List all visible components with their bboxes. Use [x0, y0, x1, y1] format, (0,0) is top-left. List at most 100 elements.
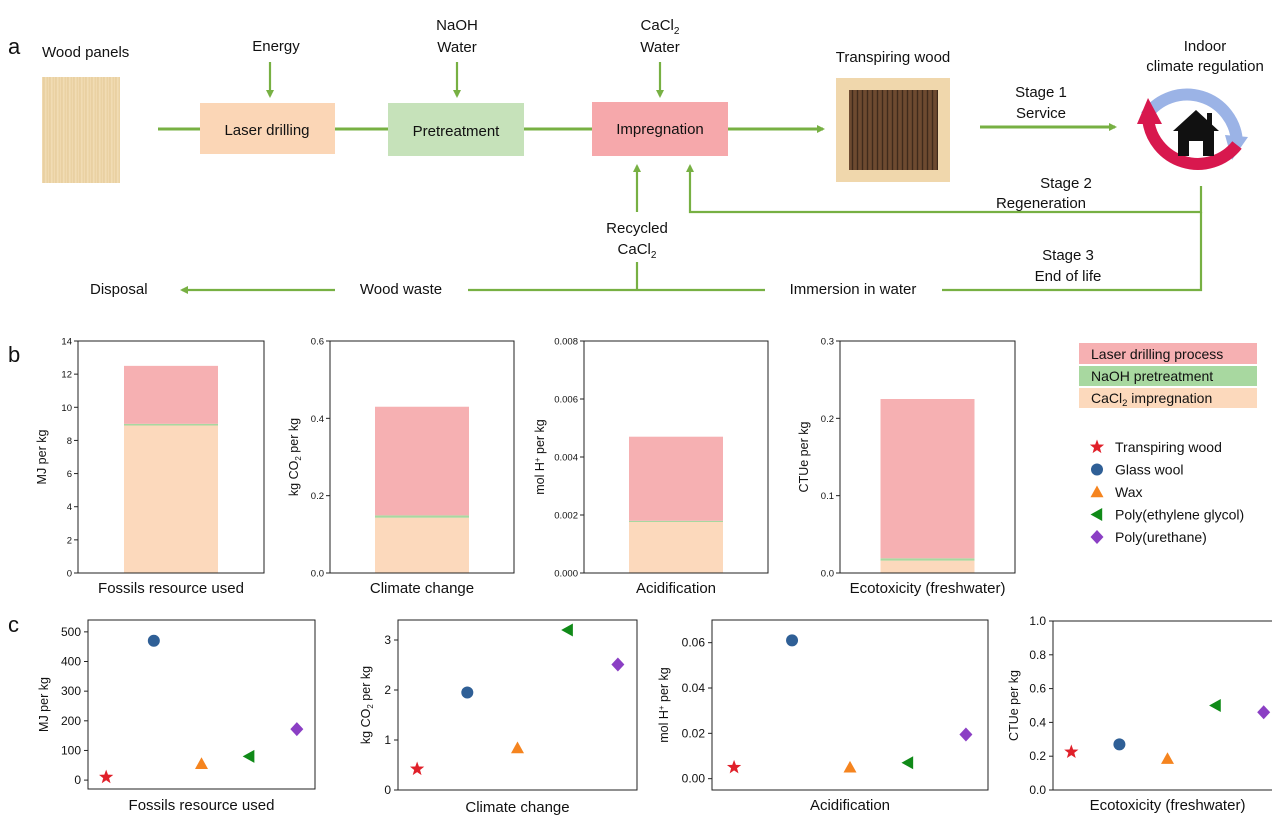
panel-a: a Wood panels Laser drilling Pretre — [8, 17, 1264, 298]
bar-cacl2 — [375, 517, 469, 573]
legend-naoh-label: NaOH pretreatment — [1091, 368, 1213, 384]
bar-chart-3: 0.000 0.002 0.004 0.006 0.008 Acidification mo… — [533, 337, 769, 597]
plot-frame — [1052, 620, 1272, 791]
legend-entry-label: Wax — [1115, 484, 1142, 500]
y-tick-label: 0.6 — [1029, 682, 1046, 696]
point-triangle-left — [901, 756, 914, 770]
panel-b: b 0 2 4 6 8 10 12 14 Fossils resource used MJ per… — [8, 337, 1257, 597]
y-tick-label: 0 — [67, 569, 72, 580]
scatter-chart-3: 0.00 0.02 0.04 0.06 Acidification mol H+ per … — [657, 619, 989, 814]
bar-laser — [375, 406, 469, 516]
legend-entry-label: Transpiring wood — [1115, 439, 1222, 455]
laser-drilling-label: Laser drilling — [224, 122, 309, 139]
point-diamond — [290, 722, 304, 737]
panel-label-c: c — [8, 612, 19, 637]
immersion-label: Immersion in water — [790, 281, 917, 298]
main-flow-arrows — [158, 62, 1203, 294]
y-tick-label: 0.004 — [554, 453, 578, 464]
bar-naoh — [375, 515, 469, 518]
disposal-label: Disposal — [90, 281, 148, 298]
category-label: Climate change — [370, 580, 474, 597]
category-label: Fossils resource used — [129, 797, 275, 814]
bar-naoh — [124, 423, 218, 426]
bar-laser — [629, 436, 723, 521]
recycled-cacl2-label: CaCl2 — [618, 241, 657, 261]
y-tick-label: 0.0 — [311, 569, 324, 580]
y-tick-label: 14 — [61, 337, 72, 348]
legend-entry-label: Glass wool — [1115, 462, 1183, 478]
y-axis-label: MJ per kg — [35, 430, 49, 485]
point-triangle-up — [195, 757, 208, 769]
point-diamond — [1257, 705, 1271, 720]
point-circle — [461, 686, 474, 699]
y-tick-label: 0.008 — [554, 337, 578, 348]
point-star — [409, 761, 425, 776]
plot-frame — [87, 619, 316, 790]
y-axis-label: mol H+ per kg — [657, 667, 671, 743]
panel-c: c 0 100 200 300 400 500 Fossils resource used M… — [8, 612, 1272, 816]
point-diamond — [959, 727, 973, 742]
scatter-chart-4: 0.0 0.2 0.4 0.6 0.8 1.0 Ecotoxicity (freshwate… — [1007, 614, 1272, 814]
y-tick-label: 1.0 — [1029, 614, 1046, 628]
y-tick-label: 0.0 — [1029, 783, 1046, 797]
panel-label-b: b — [8, 342, 20, 367]
point-circle — [786, 634, 799, 647]
indoor-label: Indoor — [1184, 38, 1227, 55]
energy-label: Energy — [252, 38, 300, 55]
panel-label-a: a — [8, 34, 21, 59]
naoh-water-label: Water — [437, 39, 476, 56]
y-axis-label: CTUe per kg — [1007, 670, 1021, 741]
y-tick-label: 0.02 — [682, 726, 706, 740]
scatter-chart-1: 0 100 200 300 400 500 Fossils resource used MJ … — [37, 619, 316, 814]
y-axis-label: kg CO2 per kg — [359, 666, 375, 744]
y-tick-label: 0 — [384, 783, 391, 797]
service-label: Service — [1016, 105, 1066, 122]
bar-chart-2: 0.0 0.2 0.4 0.6 Climate change kg CO2 per kg — [287, 337, 515, 597]
legend-cacl2-label: CaCl2 impregnation — [1091, 390, 1212, 409]
y-tick-label: 0.2 — [821, 414, 834, 425]
climate-regulation-icon — [1137, 88, 1248, 170]
y-tick-label: 500 — [61, 625, 81, 639]
y-tick-label: 2 — [384, 683, 391, 697]
category-label: Acidification — [810, 797, 890, 814]
stage1-label: Stage 1 — [1015, 84, 1067, 101]
y-tick-label: 0.3 — [821, 337, 834, 348]
legend-laser-swatch — [1079, 343, 1257, 364]
pretreatment-box — [388, 103, 524, 156]
y-tick-label: 0.4 — [311, 414, 324, 425]
impregnation-box — [592, 102, 728, 156]
category-label: Fossils resource used — [98, 580, 244, 597]
point-circle — [1113, 738, 1126, 751]
wood-waste-label: Wood waste — [360, 281, 442, 298]
legend-entry-label: Poly(urethane) — [1115, 529, 1207, 545]
legend-cacl2-swatch — [1079, 388, 1257, 408]
climate-regulation-label: climate regulation — [1146, 58, 1264, 75]
bar-chart-4: 0.0 0.1 0.2 0.3 Ecotoxicity (freshwater) CTUe… — [797, 337, 1016, 597]
y-tick-label: 0.002 — [554, 511, 578, 522]
y-tick-label: 0.00 — [682, 772, 706, 786]
panel-c-charts: 0 100 200 300 400 500 Fossils resource used MJ … — [37, 614, 1272, 816]
bar-chart-1: 0 2 4 6 8 10 12 14 Fossils resource used MJ per k… — [35, 337, 265, 597]
category-label: Ecotoxicity (freshwater) — [1090, 797, 1246, 814]
laser-drilling-box — [200, 103, 335, 154]
point-circle — [147, 634, 160, 647]
legend-laser-label: Laser drilling process — [1091, 346, 1223, 362]
plot-frame — [329, 340, 515, 574]
y-axis-label: mol H+ per kg — [533, 419, 547, 495]
transpiring-wood-channels — [849, 90, 938, 170]
recycled-label: Recycled — [606, 220, 668, 237]
point-star — [1064, 744, 1079, 759]
wood-panels-label: Wood panels — [42, 44, 129, 61]
impregnation-label: Impregnation — [616, 121, 704, 138]
y-tick-label: 4 — [67, 502, 72, 513]
stage3-label: Stage 3 — [1042, 247, 1094, 264]
y-axis-label: CTUe per kg — [797, 422, 811, 493]
point-star — [99, 769, 114, 784]
y-tick-label: 0.2 — [1029, 749, 1046, 763]
cacl2-water-label: Water — [640, 39, 679, 56]
point-triangle-left — [242, 749, 255, 763]
cacl2-input-label: CaCl2 — [641, 17, 680, 37]
y-tick-label: 0.6 — [311, 337, 324, 348]
bar-cacl2 — [124, 425, 218, 573]
legend-marker-triangle-left — [1090, 508, 1103, 521]
